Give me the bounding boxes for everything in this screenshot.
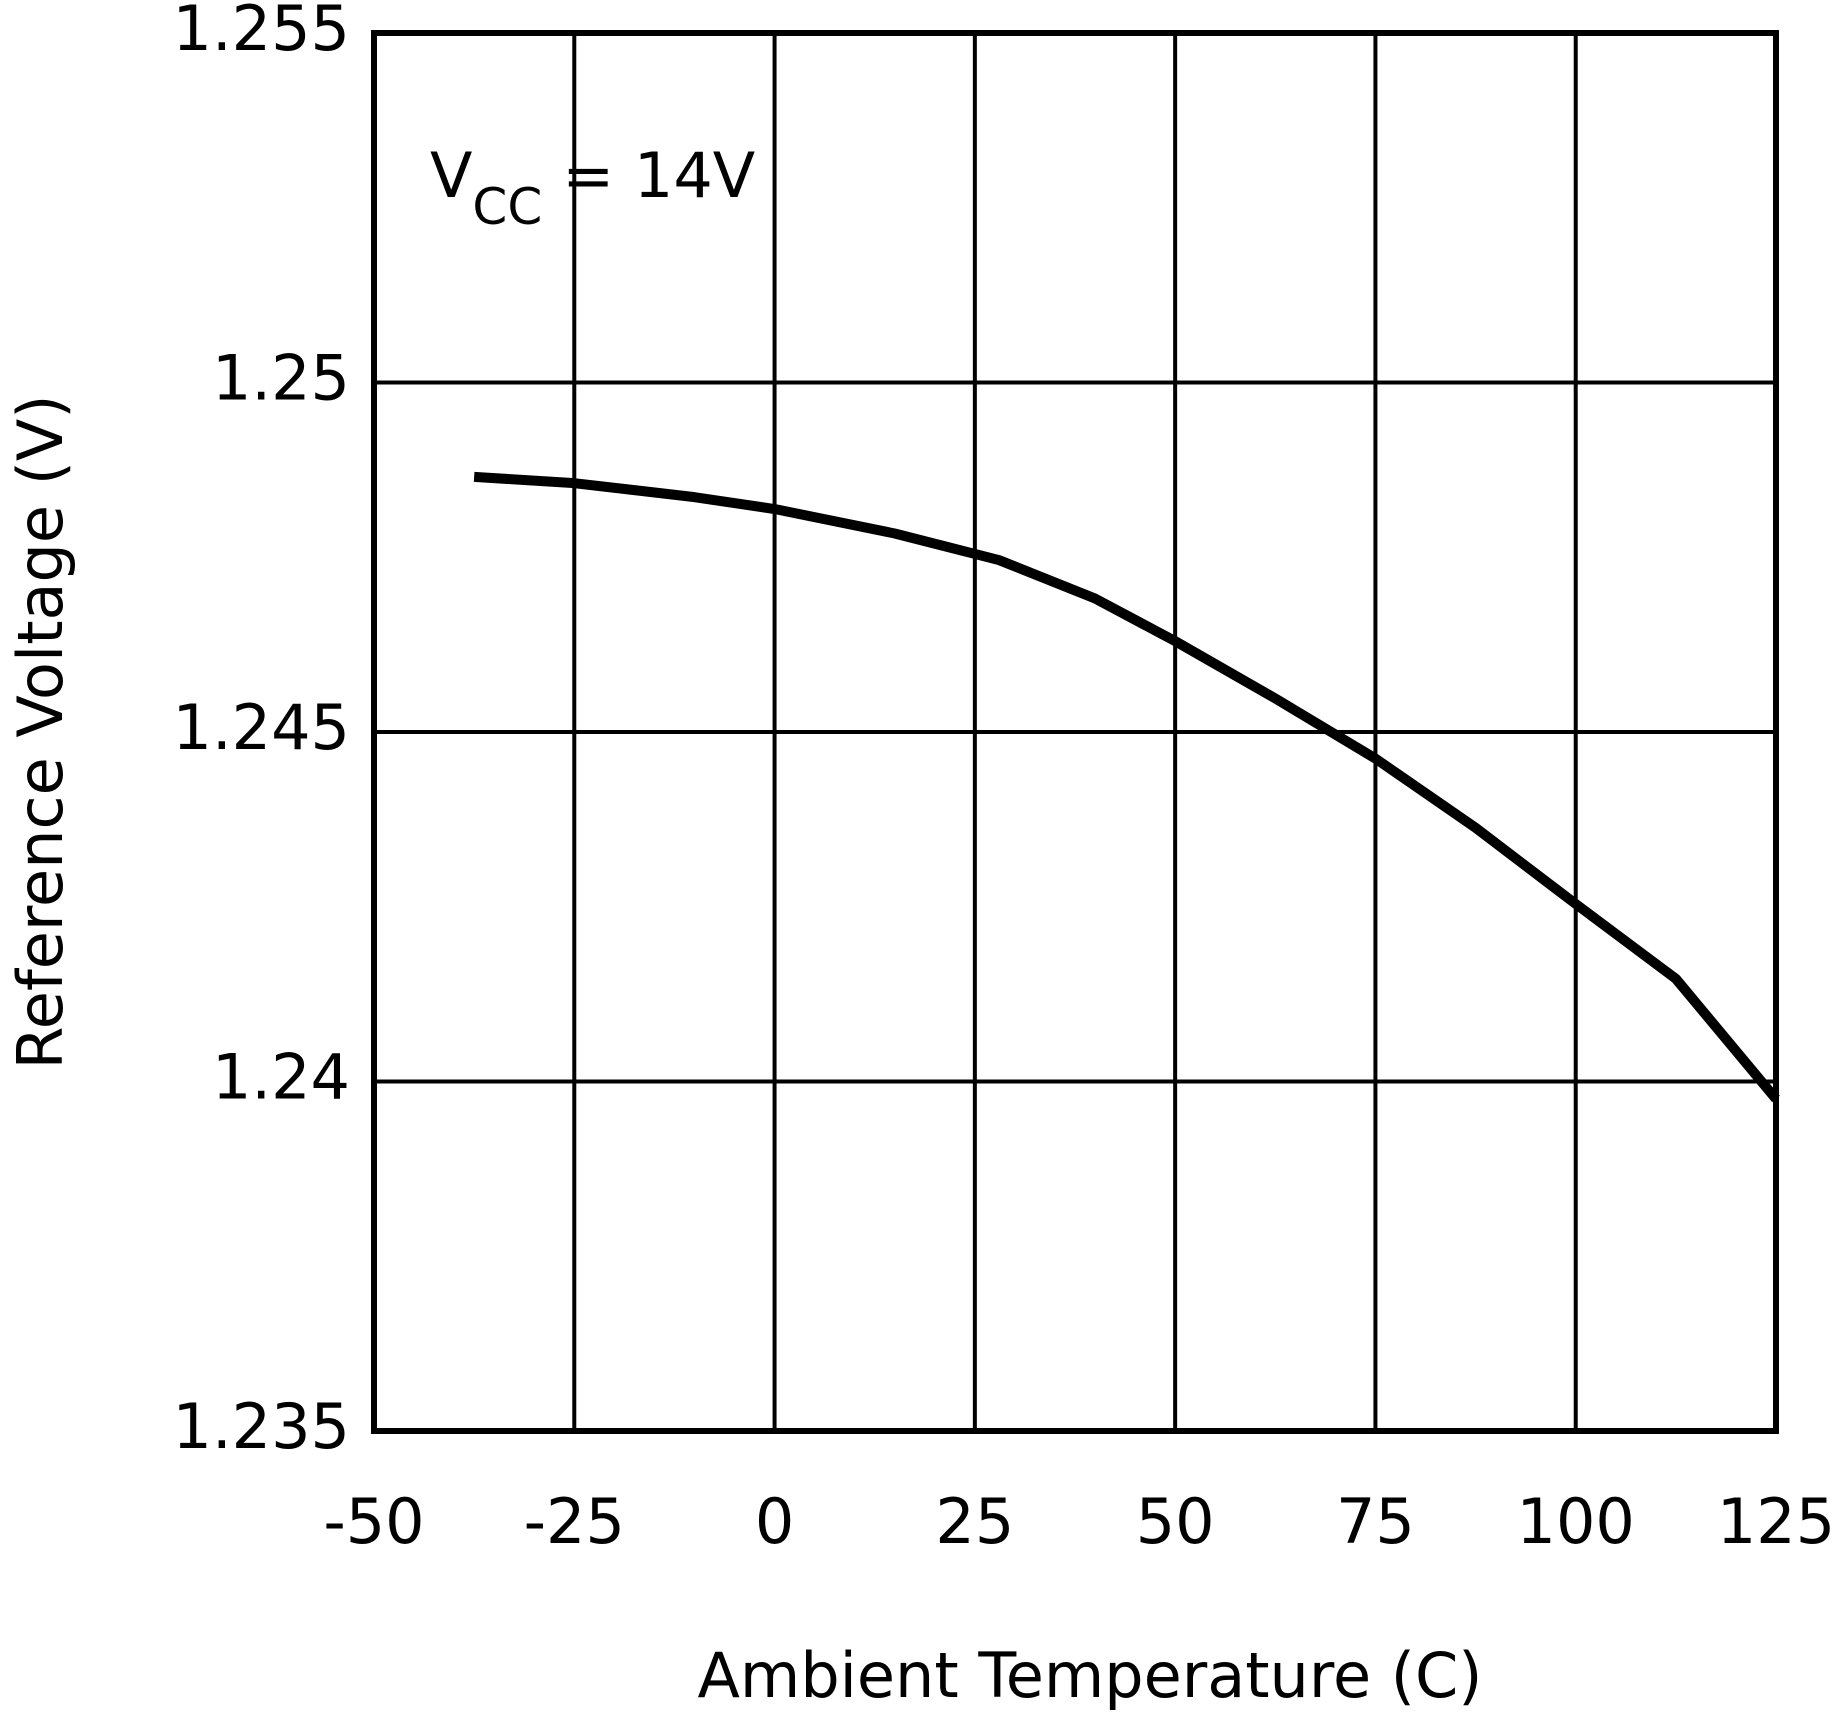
annotation: VCC = 14V [430,139,755,235]
annotation-rest: = 14V [562,139,755,212]
x-tick-label: 75 [1336,1485,1415,1558]
y-tick-label: 1.25 [212,342,350,415]
y-tick-label: 1.245 [173,691,351,764]
x-tick-label: 0 [755,1485,794,1558]
y-axis-title: Reference Voltage (V) [4,395,77,1070]
annotation-sub: CC [472,178,542,236]
y-tick-label: 1.235 [173,1390,351,1463]
y-tick-label: 1.24 [212,1041,350,1114]
x-tick-label: 50 [1136,1485,1215,1558]
x-tick-label: 100 [1517,1485,1635,1558]
x-tick-label: -50 [323,1485,424,1558]
annotation-main: V [430,139,472,212]
x-axis-title: Ambient Temperature (C) [698,1639,1483,1712]
x-tick-label: 25 [935,1485,1014,1558]
x-tick-label: -25 [524,1485,625,1558]
data-line [473,471,1780,1103]
y-tick-label: 1.255 [173,0,351,65]
x-tick-label: 125 [1717,1485,1834,1558]
plot-frame [371,30,1779,1434]
